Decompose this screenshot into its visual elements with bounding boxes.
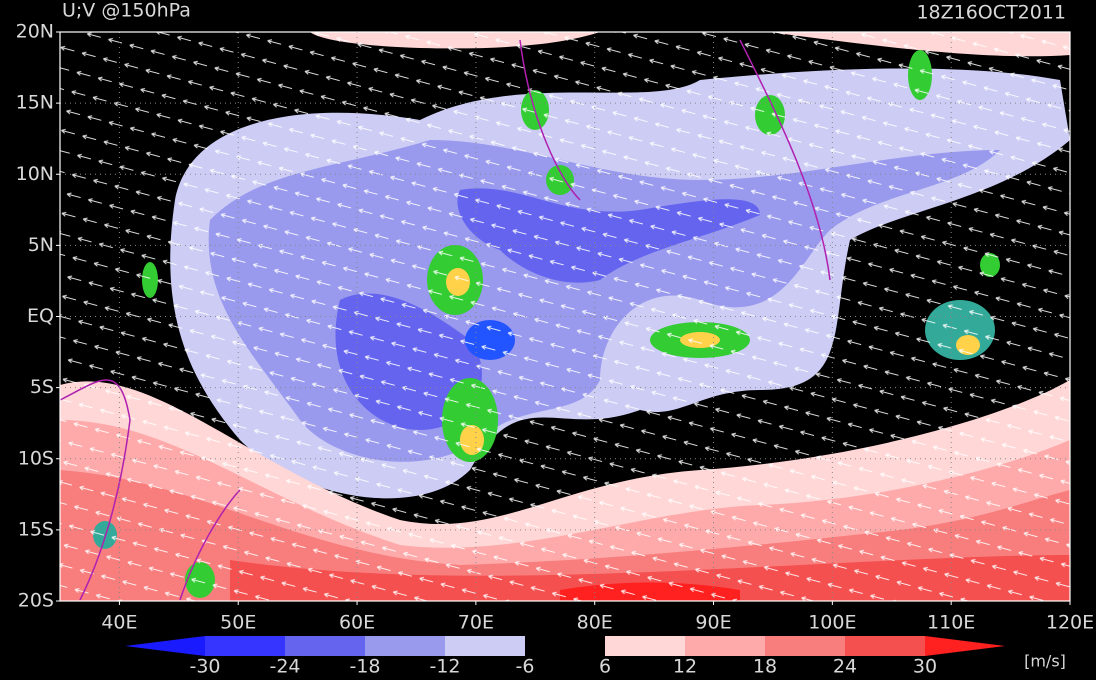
colorbar-box xyxy=(845,636,925,656)
colorbar-box xyxy=(525,636,605,656)
lat-tick-label: 5S xyxy=(30,376,54,398)
lon-tick-label: 110E xyxy=(927,612,975,634)
lon-tick-label: 50E xyxy=(220,612,256,634)
lon-tick-label: 90E xyxy=(695,612,731,634)
lon-tick-label: 60E xyxy=(339,612,375,634)
colorbar-arrow xyxy=(925,636,1005,656)
colorbar-box xyxy=(445,636,525,656)
colorbar-box xyxy=(765,636,845,656)
axis-ticks: 20N 15N 10N 5N EQ 5S 10S 15S 20S 40E 50E 60E 70E 80E 9… xyxy=(16,21,1095,634)
colorbar-label: 6 xyxy=(599,656,611,678)
lon-tick-label: 80E xyxy=(577,612,613,634)
colorbar-label: 30 xyxy=(913,656,937,678)
lat-tick-label: 5N xyxy=(28,234,54,256)
colorbar-label: -18 xyxy=(349,656,380,678)
colorbar-label: -6 xyxy=(516,656,535,678)
map-title: U;V @150hPa xyxy=(62,0,191,22)
colorbar-box xyxy=(365,636,445,656)
lon-tick-label: 100E xyxy=(808,612,856,634)
lat-tick-label: 10S xyxy=(18,447,54,469)
lat-tick-label: 15N xyxy=(16,92,54,114)
lat-tick-label: 20S xyxy=(18,590,54,612)
lon-tick-label: 120E xyxy=(1046,612,1094,634)
colorbar-box xyxy=(605,636,685,656)
colorbar-box xyxy=(285,636,365,656)
colorbar-label: -24 xyxy=(269,656,300,678)
colorbar-label: 12 xyxy=(673,656,697,678)
colorbar-label: -30 xyxy=(189,656,220,678)
map-time: 18Z16OCT2011 xyxy=(916,2,1066,24)
colorbar-label: 24 xyxy=(833,656,857,678)
lon-tick-label: 40E xyxy=(101,612,137,634)
colorbar: -30 -24 -18 -12 -6 6 12 18 24 30 xyxy=(125,636,1005,678)
colorbar-box xyxy=(685,636,765,656)
colorbar-units: [m/s] xyxy=(1024,652,1066,671)
colorbar-arrow xyxy=(125,636,205,656)
lat-tick-label: 15S xyxy=(18,518,54,540)
lat-tick-label: 10N xyxy=(16,163,54,185)
lat-tick-label: EQ xyxy=(27,305,54,327)
colorbar-label: -12 xyxy=(429,656,460,678)
map-field xyxy=(60,32,1070,601)
lon-tick-label: 70E xyxy=(458,612,494,634)
colorbar-box xyxy=(205,636,285,656)
colorbar-label: 18 xyxy=(753,656,777,678)
lat-tick-label: 20N xyxy=(16,21,54,43)
